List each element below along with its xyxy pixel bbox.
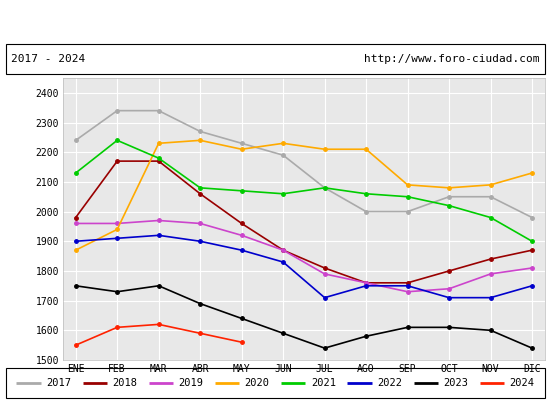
Text: 2021: 2021 [311, 378, 336, 388]
Text: 2019: 2019 [178, 378, 204, 388]
Text: 2023: 2023 [443, 378, 468, 388]
Text: 2022: 2022 [377, 378, 402, 388]
Text: http://www.foro-ciudad.com: http://www.foro-ciudad.com [364, 54, 539, 64]
Text: 2020: 2020 [245, 378, 270, 388]
Text: 2024: 2024 [509, 378, 535, 388]
Text: 2018: 2018 [112, 378, 137, 388]
Text: 2017 - 2024: 2017 - 2024 [11, 54, 85, 64]
Text: 2017: 2017 [46, 378, 71, 388]
Text: Evolucion del paro registrado en Camargo: Evolucion del paro registrado en Camargo [113, 14, 437, 28]
